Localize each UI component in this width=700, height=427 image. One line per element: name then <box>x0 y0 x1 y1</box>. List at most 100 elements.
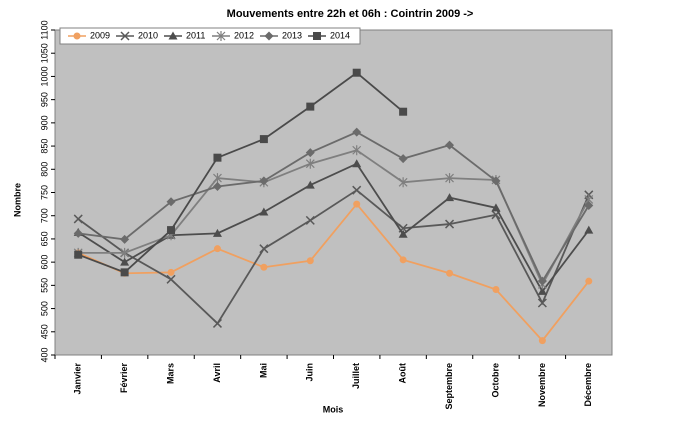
data-point <box>399 256 407 264</box>
data-point <box>445 219 455 229</box>
y-tick-label: 500 <box>39 301 49 316</box>
chart-title: Mouvements entre 22h et 06h : Cointrin 2… <box>227 8 474 20</box>
x-tick-label: Septembre <box>444 363 454 410</box>
data-point <box>399 107 408 116</box>
data-point <box>305 180 315 189</box>
data-point <box>445 193 455 202</box>
data-point <box>212 318 222 328</box>
data-point <box>120 247 130 258</box>
data-point <box>537 276 547 286</box>
data-point <box>398 229 408 238</box>
data-point <box>445 173 454 184</box>
x-tick-label: Mai <box>258 363 268 378</box>
series-line <box>77 189 590 325</box>
legend-label: 2014 <box>330 30 350 40</box>
data-point <box>213 153 222 162</box>
data-point <box>584 201 594 210</box>
x-tick-label: Juin <box>305 363 315 382</box>
series-line <box>77 162 590 294</box>
data-point <box>120 234 130 244</box>
data-point <box>352 68 361 77</box>
plot-area <box>54 29 613 356</box>
legend-marker <box>168 31 178 40</box>
data-point <box>74 250 83 259</box>
x-tick-label: Juillet <box>351 363 361 389</box>
series-line <box>78 131 590 284</box>
data-point <box>446 269 454 277</box>
y-tick-label: 600 <box>39 255 49 270</box>
legend <box>59 27 361 45</box>
x-tick-label: Janvier <box>73 363 83 395</box>
series-line <box>77 202 590 343</box>
x-tick-label: Avril <box>212 363 222 383</box>
data-point <box>306 257 314 265</box>
legend-marker <box>264 31 274 41</box>
data-point <box>260 263 268 271</box>
data-point <box>398 154 408 164</box>
legend-label: 2011 <box>186 30 205 40</box>
y-tick-label: 1050 <box>39 43 49 63</box>
data-point <box>353 200 361 208</box>
legend-marker <box>73 32 81 40</box>
data-point <box>259 135 268 144</box>
data-point <box>305 215 315 225</box>
legend-label: 2009 <box>90 30 110 40</box>
y-tick-label: 900 <box>39 115 49 130</box>
x-axis-label: Mois <box>323 404 344 414</box>
x-tick-label: Décembre <box>583 363 593 407</box>
data-point <box>166 197 176 207</box>
x-tick-label: Mars <box>165 363 175 384</box>
x-tick-label: Novembre <box>537 363 547 407</box>
y-tick-label: 950 <box>39 92 49 107</box>
legend-label: 2012 <box>234 30 254 40</box>
legend-marker <box>216 31 226 41</box>
x-tick-label: Février <box>119 363 129 394</box>
x-tick-label: Août <box>398 363 408 384</box>
data-point <box>352 185 362 195</box>
data-point <box>537 286 547 295</box>
data-point <box>305 158 315 169</box>
data-point <box>445 140 455 150</box>
y-tick-label: 550 <box>39 278 49 293</box>
legend-label: 2013 <box>282 30 302 40</box>
y-tick-label: 1000 <box>39 66 49 86</box>
data-point <box>306 102 315 111</box>
y-tick-label: 700 <box>39 208 49 223</box>
legend-marker <box>313 32 321 40</box>
data-point <box>352 159 362 168</box>
data-point <box>73 228 83 238</box>
data-point <box>492 286 500 294</box>
data-point <box>491 203 501 212</box>
data-point <box>537 298 547 308</box>
data-point <box>352 127 362 137</box>
y-tick-label: 800 <box>39 162 49 177</box>
data-point <box>584 225 594 234</box>
y-axis-label: Nombre <box>12 183 22 217</box>
data-point <box>212 228 222 237</box>
data-point <box>259 244 269 254</box>
y-tick-label: 1100 <box>39 20 49 39</box>
data-point <box>120 268 129 277</box>
data-point <box>491 176 501 186</box>
data-point <box>166 274 176 284</box>
x-tick-label: Octobre <box>490 363 500 398</box>
data-point <box>167 226 176 235</box>
y-tick-label: 450 <box>39 324 49 339</box>
data-point <box>259 207 269 216</box>
y-tick-label: 400 <box>39 347 49 362</box>
data-point <box>213 245 221 253</box>
data-point <box>398 177 408 188</box>
data-point <box>167 268 175 276</box>
legend-label: 2010 <box>138 30 158 40</box>
y-tick-label: 850 <box>39 139 49 154</box>
data-point <box>305 148 315 158</box>
series-line <box>77 71 404 274</box>
data-point <box>585 277 593 285</box>
data-point <box>213 173 222 184</box>
data-point <box>73 214 83 224</box>
legend-marker <box>120 31 130 41</box>
y-tick-label: 650 <box>39 231 49 246</box>
data-point <box>352 145 362 156</box>
data-point <box>120 257 130 266</box>
